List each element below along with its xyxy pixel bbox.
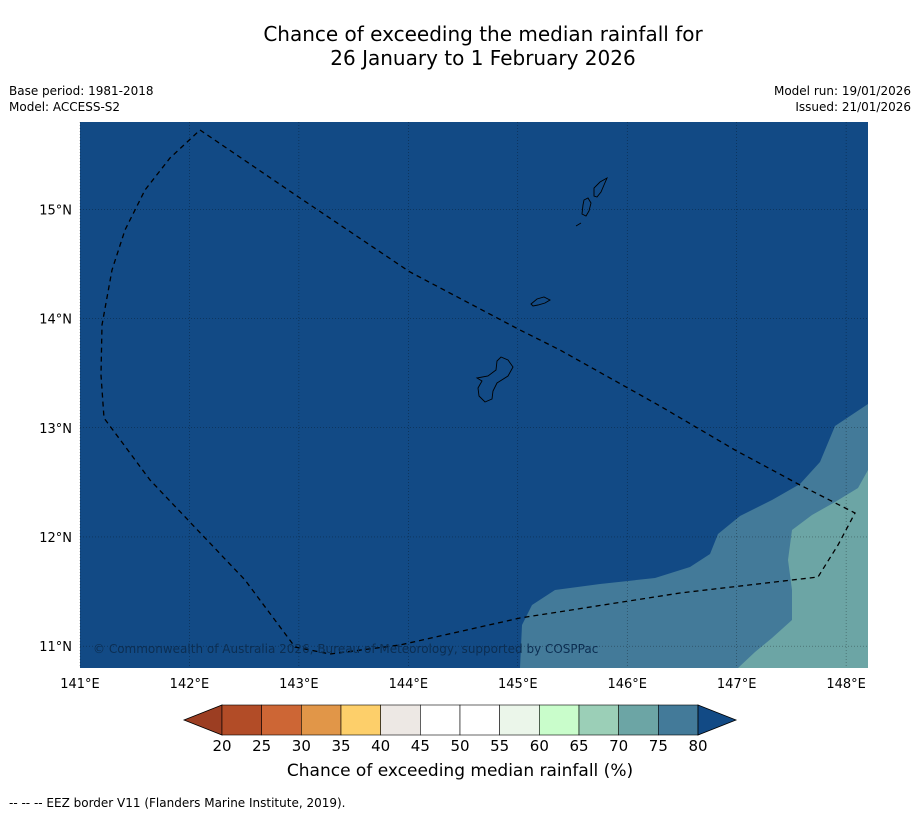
colorbar-tick-label: 55	[490, 737, 509, 755]
colorbar-segment	[261, 704, 302, 736]
rota-island	[530, 296, 551, 307]
colorbar-segment	[301, 704, 342, 736]
map-panel: © Commonwealth of Australia 2026, Bureau…	[79, 122, 868, 668]
meta-right: Model run: 19/01/2026 Issued: 21/01/2026	[774, 83, 911, 115]
colorbar-segment	[539, 704, 580, 736]
colorbar-tick-label: 70	[609, 737, 628, 755]
colorbar-segment	[578, 704, 619, 736]
eez-border	[100, 129, 856, 655]
gridlines	[79, 122, 868, 668]
lat-tick-label: 11°N	[39, 640, 72, 655]
colorbar-tick-label: 20	[212, 737, 231, 755]
lon-tick-label: 141°E	[60, 677, 100, 692]
lat-tick-label: 14°N	[39, 313, 72, 328]
colorbar: 20 25 30 35 40 45 50 55 60 65 70 75 80	[182, 704, 738, 755]
meta-left: Base period: 1981-2018 Model: ACCESS-S2	[9, 83, 154, 115]
colorbar-tick-label: 60	[530, 737, 549, 755]
model-name: Model: ACCESS-S2	[9, 100, 121, 114]
saipan-island	[593, 176, 608, 198]
region-75-80	[520, 404, 868, 668]
colorbar-under-arrow	[182, 704, 223, 736]
colorbar-tick-label: 25	[252, 737, 271, 755]
copyright-notice: © Commonwealth of Australia 2026, Bureau…	[93, 642, 598, 656]
colorbar-tick-label: 65	[569, 737, 588, 755]
colorbar-segment	[221, 704, 262, 736]
colorbar-label: Chance of exceeding median rainfall (%)	[286, 761, 634, 781]
lon-tick-label: 146°E	[607, 677, 647, 692]
colorbar-segment	[499, 704, 540, 736]
colorbar-tick-label: 40	[371, 737, 390, 755]
lon-tick-label: 143°E	[279, 677, 319, 692]
region-70-75	[738, 470, 868, 668]
colorbar-tick-label: 75	[649, 737, 668, 755]
lon-tick-label: 147°E	[717, 677, 757, 692]
footnote: -- -- -- EEZ border V11 (Flanders Marine…	[9, 796, 346, 810]
lat-tick-label: 13°N	[39, 422, 72, 437]
colorbar-ticks: 20 25 30 35 40 45 50 55 60 65 70 75 80	[212, 737, 707, 755]
base-period: Base period: 1981-2018	[9, 84, 154, 98]
colorbar-tick-label: 30	[292, 737, 311, 755]
lon-tick-label: 145°E	[498, 677, 538, 692]
colorbar-segment	[420, 704, 461, 736]
colorbar-tick-label: 45	[411, 737, 430, 755]
colorbar-over-arrow	[697, 704, 738, 736]
colorbar-segments	[221, 704, 699, 736]
tinian-island	[581, 197, 592, 217]
lon-tick-label: 148°E	[826, 677, 866, 692]
colorbar-segment	[658, 704, 699, 736]
colorbar-segment	[618, 704, 659, 736]
colorbar-tick-label: 50	[450, 737, 469, 755]
colorbar-segment	[340, 704, 381, 736]
title-line-2: 26 January to 1 February 2026	[330, 46, 636, 70]
map-title: Chance of exceeding the median rainfall …	[0, 22, 919, 70]
model-run: Model run: 19/01/2026	[773, 84, 911, 98]
lat-tick-label: 15°N	[39, 203, 72, 218]
colorbar-segment	[380, 704, 421, 736]
lat-tick-label: 12°N	[39, 531, 72, 546]
colorbar-segment	[459, 704, 500, 736]
colorbar-tick-label: 35	[331, 737, 350, 755]
colorbar-tick-label: 80	[688, 737, 707, 755]
aguijan-island	[575, 222, 582, 227]
title-line-1: Chance of exceeding the median rainfall …	[263, 22, 703, 46]
axis-ticks: 141°E 142°E 143°E 144°E 145°E 146°E 147°E 148°E…	[39, 203, 866, 692]
lon-tick-label: 144°E	[389, 677, 429, 692]
issued-date: Issued: 21/01/2026	[795, 100, 911, 114]
guam-island	[475, 356, 514, 403]
lon-tick-label: 142°E	[170, 677, 210, 692]
